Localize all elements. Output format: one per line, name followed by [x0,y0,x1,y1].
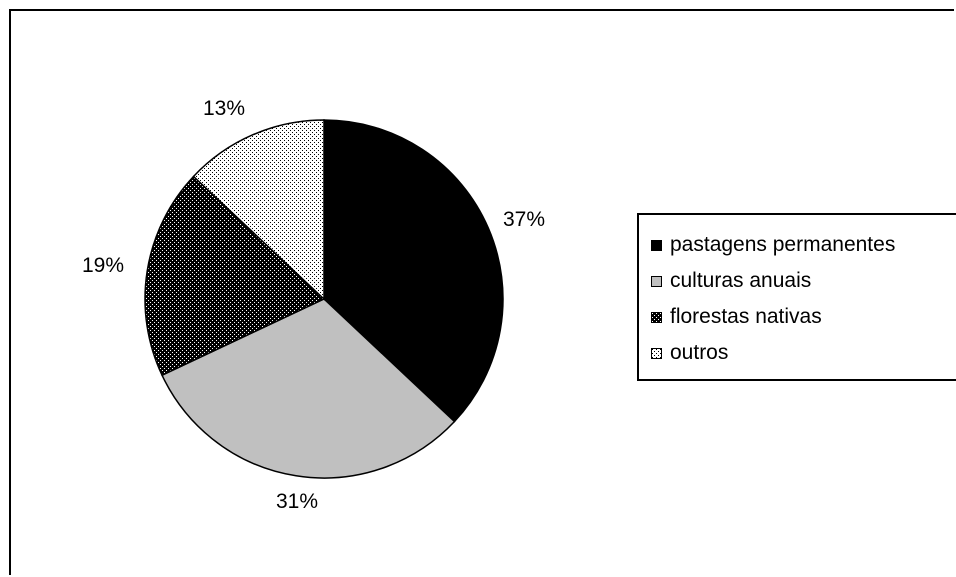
pie-label-culturas: 31% [276,490,318,513]
legend-label-pastagens: pastagens permanentes [670,233,896,256]
chart-area [9,9,954,575]
pie-slices [144,119,504,479]
legend-swatch-outros [651,347,662,359]
pie-slice-outros [192,119,325,301]
legend-swatch-culturas [651,275,662,287]
pie-label-outros: 13% [203,97,245,120]
legend-label-culturas: culturas anuais [670,269,812,292]
legend-item-culturas: culturas anuais [651,263,956,299]
pie-slice-pastagens [323,119,504,423]
legend-item-outros: outros [651,335,956,371]
legend-swatch-pastagens [651,239,662,251]
legend-label-outros: outros [670,341,729,364]
legend-swatch-florestas [651,311,662,323]
legend-label-florestas: florestas nativas [670,305,822,328]
pie-slice-florestas [144,175,326,377]
pie-slice-culturas [161,298,456,479]
legend-item-florestas: florestas nativas [651,299,956,335]
legend-item-pastagens: pastagens permanentes [651,227,956,263]
legend: pastagens permanentes culturas anuais fl… [637,213,956,381]
pie-label-florestas: 19% [82,254,124,277]
pie-percent-labels: 37% 31% 19% 13% [82,97,545,513]
pie-label-pastagens: 37% [503,208,545,231]
